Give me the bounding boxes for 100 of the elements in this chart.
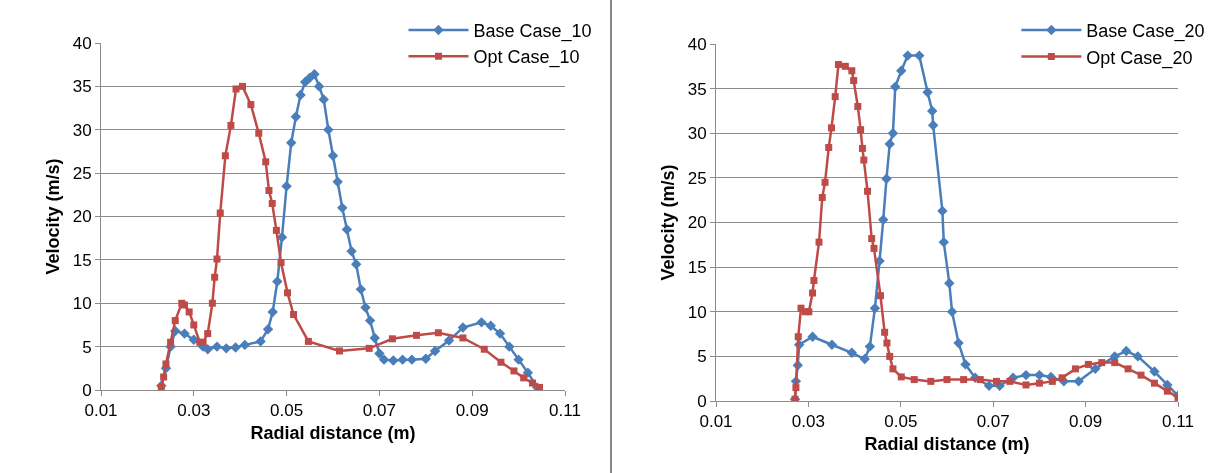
point xyxy=(295,89,306,101)
point xyxy=(420,353,431,364)
point xyxy=(397,354,408,365)
point xyxy=(459,334,467,342)
point xyxy=(434,329,442,337)
point xyxy=(513,354,524,365)
point xyxy=(185,308,193,316)
point xyxy=(318,94,329,105)
point xyxy=(262,324,274,335)
point xyxy=(1111,359,1119,367)
point xyxy=(480,345,488,353)
y-axis-title: Velocity (m/s) xyxy=(42,158,63,275)
x-tick-label: 0.07 xyxy=(362,401,396,421)
point xyxy=(927,120,939,131)
point xyxy=(922,86,933,98)
point xyxy=(255,129,263,137)
point xyxy=(351,259,362,270)
x-tick-label: 0.01 xyxy=(699,412,733,432)
point xyxy=(910,376,918,384)
point xyxy=(946,306,958,317)
point xyxy=(896,65,907,76)
point xyxy=(937,205,948,217)
point xyxy=(494,328,506,339)
point xyxy=(864,187,872,195)
point xyxy=(1163,387,1171,395)
point xyxy=(429,345,441,357)
point xyxy=(443,335,455,346)
point xyxy=(1149,366,1160,377)
y-tick-label: 35 xyxy=(72,77,92,97)
point xyxy=(887,128,899,139)
point xyxy=(247,101,255,109)
point xyxy=(884,138,895,150)
point xyxy=(944,277,955,289)
point xyxy=(227,121,235,129)
point xyxy=(255,336,266,347)
x-axis-title: Radial distance (m) xyxy=(250,422,416,443)
point xyxy=(369,332,380,344)
point xyxy=(886,352,894,360)
point xyxy=(304,337,312,345)
point xyxy=(858,144,866,152)
point xyxy=(914,50,925,61)
point xyxy=(927,377,935,385)
point xyxy=(1022,381,1030,389)
point xyxy=(848,67,856,75)
point xyxy=(162,360,170,368)
x-tick-label: 0.11 xyxy=(549,401,581,421)
point xyxy=(881,328,889,336)
point xyxy=(239,339,251,351)
point xyxy=(406,354,418,365)
y-tick-label: 20 xyxy=(687,213,707,233)
point xyxy=(794,333,802,341)
point xyxy=(864,341,876,352)
point xyxy=(171,317,179,325)
point xyxy=(810,277,818,285)
x-tick-label: 0.05 xyxy=(270,401,304,421)
point xyxy=(221,343,232,354)
point xyxy=(870,244,878,252)
point xyxy=(868,235,876,243)
point xyxy=(510,367,518,375)
y-tick-label: 5 xyxy=(82,337,92,357)
point xyxy=(1048,377,1056,385)
point xyxy=(309,69,320,80)
point xyxy=(529,379,537,387)
point xyxy=(807,331,818,342)
point xyxy=(960,359,971,370)
point xyxy=(337,202,348,214)
point xyxy=(211,341,223,352)
point xyxy=(365,344,373,352)
y-tick-label: 40 xyxy=(72,33,92,53)
point xyxy=(388,355,399,366)
point xyxy=(497,358,505,366)
point xyxy=(889,365,897,373)
legend-label: Opt Case_20 xyxy=(1086,47,1193,69)
point xyxy=(860,156,868,164)
y-tick-label: 25 xyxy=(687,168,707,188)
point xyxy=(535,383,543,390)
x-tick-label: 0.11 xyxy=(1162,412,1194,432)
point xyxy=(878,214,889,226)
point xyxy=(208,299,216,307)
point xyxy=(815,238,823,246)
point xyxy=(485,320,496,332)
y-tick-label: 30 xyxy=(72,120,92,140)
point xyxy=(284,289,292,297)
point xyxy=(850,77,858,85)
point xyxy=(1058,374,1066,382)
y-tick-label: 15 xyxy=(687,258,707,278)
point xyxy=(938,236,949,248)
point xyxy=(476,317,487,328)
point xyxy=(272,226,280,234)
point xyxy=(364,315,376,326)
y-tick-label: 15 xyxy=(72,250,92,270)
y-tick-label: 30 xyxy=(687,124,707,144)
legend-label: Base Case_20 xyxy=(1086,21,1205,43)
y-axis-title: Velocity (m/s) xyxy=(657,164,678,281)
point xyxy=(1150,379,1158,387)
point xyxy=(262,158,270,166)
y-tick-label: 25 xyxy=(72,164,92,184)
x-tick-label: 0.05 xyxy=(884,412,918,432)
point xyxy=(268,199,276,207)
point xyxy=(1098,359,1106,367)
